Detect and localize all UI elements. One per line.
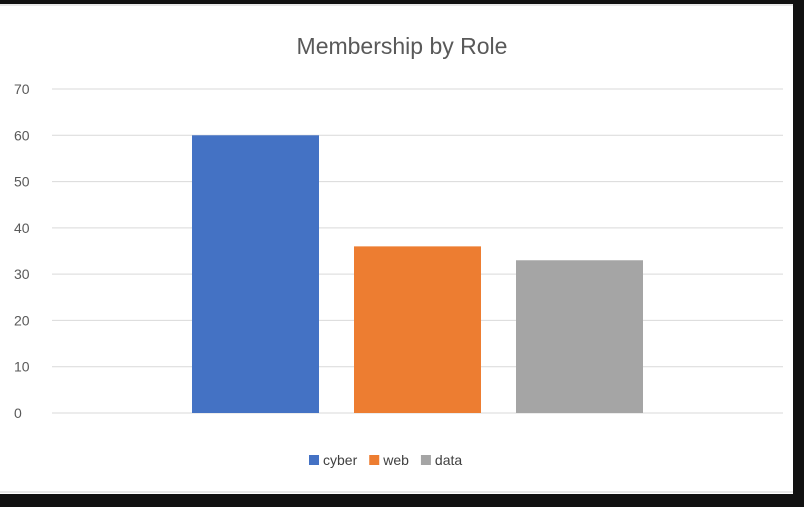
y-tick-label: 10 xyxy=(14,359,30,375)
y-tick-label: 40 xyxy=(14,220,30,236)
legend-swatch-data xyxy=(420,455,431,465)
y-tick-label: 0 xyxy=(14,405,22,421)
legend-swatch-cyber xyxy=(309,455,319,465)
legend-swatch-web xyxy=(369,455,380,465)
y-tick-label: 70 xyxy=(14,81,30,97)
bar-cyber xyxy=(192,135,319,414)
y-tick-label: 30 xyxy=(14,266,30,282)
bars xyxy=(192,135,643,414)
bar-data xyxy=(516,260,643,413)
legend: cyber web data xyxy=(309,452,462,468)
bar-web xyxy=(354,246,481,413)
legend-label-web: web xyxy=(382,452,409,468)
chart-title: Membership by Role xyxy=(297,33,508,59)
legend-label-cyber: cyber xyxy=(323,452,358,468)
y-axis-ticks: 0 10 20 30 40 50 60 70 xyxy=(14,81,30,421)
y-tick-label: 60 xyxy=(14,127,30,143)
y-tick-label: 20 xyxy=(14,312,30,328)
y-tick-label: 50 xyxy=(14,174,30,190)
legend-label-data: data xyxy=(435,452,462,468)
